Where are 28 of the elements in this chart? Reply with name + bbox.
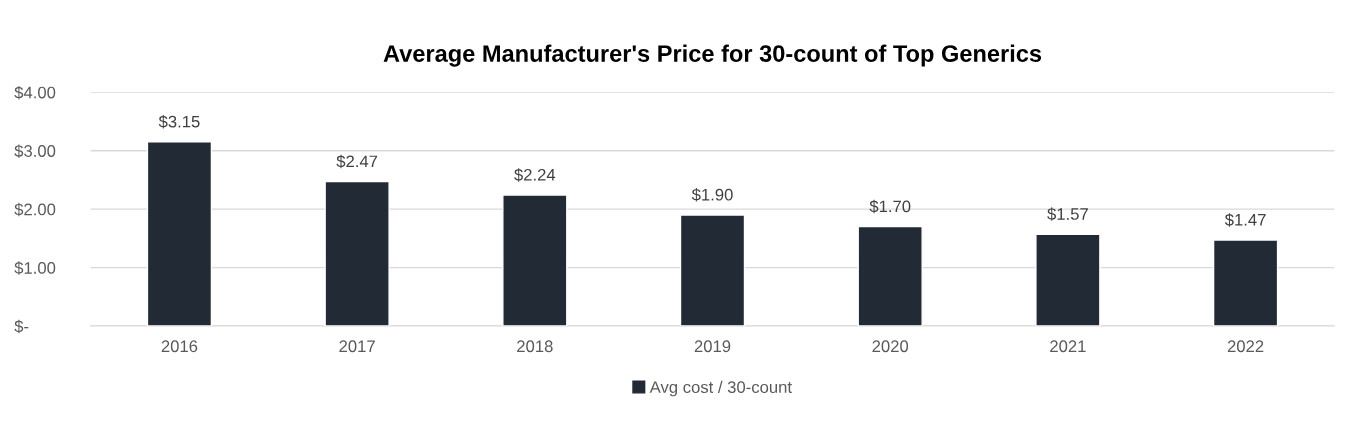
bar: [679, 214, 746, 327]
data-label: $2.24: [514, 168, 556, 182]
y-tick-label: $2.00: [14, 202, 56, 217]
data-label: $3.15: [158, 115, 200, 129]
x-tick-label: 2021: [1050, 340, 1086, 353]
x-tick-label: 2019: [694, 340, 731, 353]
x-tick-label: 2022: [1227, 340, 1264, 353]
bar: [324, 180, 390, 327]
y-tick-label: $3.00: [14, 144, 56, 158]
bar: [146, 141, 213, 327]
y-tick-label: $4.00: [14, 85, 56, 100]
x-tick-label: 2018: [517, 340, 553, 353]
bar: [1035, 233, 1101, 327]
bar: [857, 225, 923, 327]
legend-label: Avg cost / 30-count: [649, 380, 792, 397]
y-tick-label: $1.00: [14, 261, 56, 275]
data-label: $1.47: [1224, 213, 1266, 227]
bar: [1212, 239, 1279, 327]
x-tick-label: 2017: [339, 340, 375, 353]
data-label: $1.90: [691, 188, 733, 202]
bar: [502, 194, 568, 327]
data-label: $1.70: [869, 199, 911, 214]
chart-title: Average Manufacturer's Price for 30-count of Top Generics: [383, 44, 1042, 67]
x-tick-label: 2016: [161, 340, 198, 353]
data-label: $1.57: [1047, 207, 1088, 221]
y-tick-label: $-: [14, 319, 29, 334]
x-tick-label: 2020: [872, 340, 909, 353]
data-label: $2.47: [336, 154, 378, 169]
